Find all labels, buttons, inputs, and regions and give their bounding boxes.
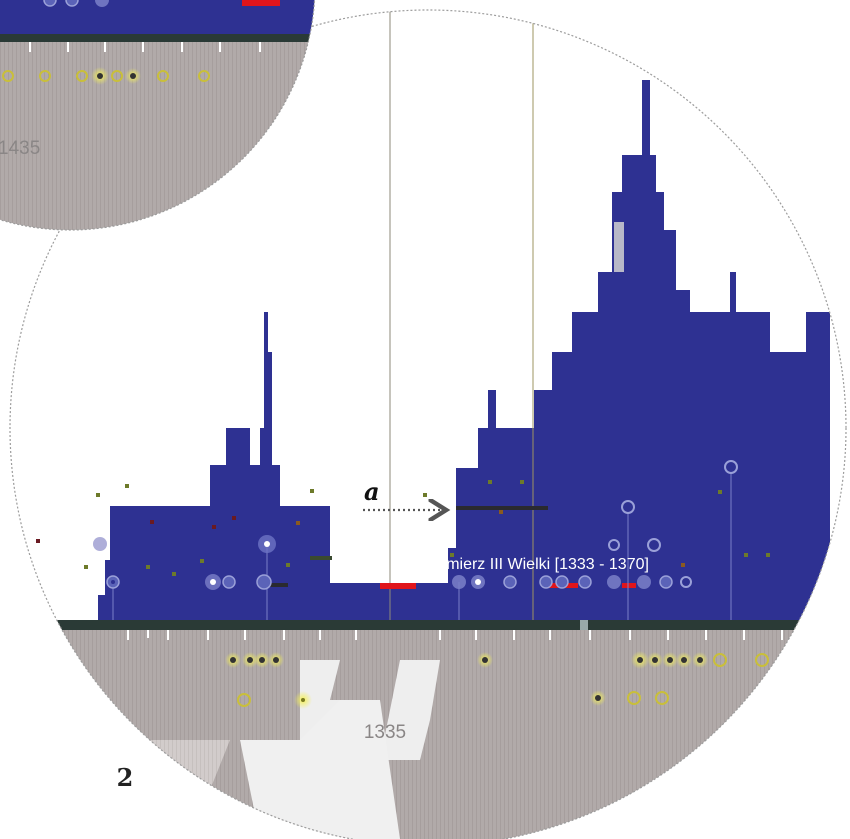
event-node: [503, 575, 517, 589]
yellow-marker: [590, 690, 606, 706]
event-node: [659, 575, 673, 589]
event-node: [93, 537, 107, 551]
yellow-marker: [692, 652, 708, 668]
yellow-marker: [268, 652, 284, 668]
yellow-marker: [242, 652, 258, 668]
inset-ruler-year-label: 1435: [0, 138, 40, 159]
main-lens-border: [9, 9, 847, 839]
event-nodes[interactable]: [93, 460, 738, 620]
event-node: [205, 574, 221, 590]
yellow-marker: [198, 70, 210, 82]
event-node: [471, 575, 485, 589]
yellow-marker: [254, 652, 270, 668]
panel-number: 2: [117, 763, 134, 792]
yellow-marker: [76, 70, 88, 82]
inset-lens-border: [0, 0, 316, 231]
event-node: [539, 575, 553, 589]
inset-ruler-ticks: [29, 42, 261, 52]
event-node: [452, 575, 466, 620]
yellow-marker: [713, 653, 727, 667]
event-node: [608, 539, 620, 551]
yellow-marker: [2, 70, 14, 82]
data-points: [36, 480, 770, 576]
red-event-marker[interactable]: [380, 583, 416, 589]
red-event-marker[interactable]: [622, 583, 636, 588]
timeline-light-patch: [380, 660, 440, 760]
reign-bar[interactable]: [262, 583, 288, 587]
inset-magnifier[interactable]: 1435: [0, 0, 400, 300]
inset-ruler: [0, 34, 315, 42]
ruler-marker: [580, 620, 588, 630]
yellow-marker: [655, 691, 669, 705]
timeline-markers[interactable]: [225, 651, 769, 709]
ruler-ticks: [127, 630, 783, 640]
event-node: [724, 460, 738, 620]
time-ruler: [10, 620, 846, 630]
event-node: [222, 575, 236, 589]
event-node: [647, 538, 661, 552]
histogram-gap: [614, 222, 624, 272]
yellow-marker: [647, 652, 663, 668]
reign-bar[interactable]: [310, 556, 332, 560]
yellow-marker: [294, 691, 312, 709]
event-node: [578, 575, 592, 589]
ruler-tooltip: Kazimierz III Wielki [1333 - 1370]: [415, 556, 649, 573]
histogram-bars: [98, 80, 830, 620]
yellow-marker: [225, 652, 241, 668]
yellow-marker: [39, 70, 51, 82]
yellow-marker: [237, 693, 251, 707]
yellow-marker: [631, 651, 649, 669]
yellow-marker: [627, 691, 641, 705]
timeline-light-patch: [240, 700, 400, 839]
event-node: [680, 576, 692, 588]
event-node: [621, 500, 635, 620]
yellow-marker: [676, 652, 692, 668]
event-node: [256, 574, 272, 590]
inset-red-marker[interactable]: [242, 0, 280, 6]
ruler-year-label: 1335: [364, 722, 406, 743]
yellow-marker: [755, 653, 769, 667]
inset-event-nodes[interactable]: [43, 0, 109, 7]
yellow-marker: [662, 652, 678, 668]
yellow-marker: [111, 70, 123, 82]
inset-markers[interactable]: [2, 67, 210, 85]
event-node: [555, 575, 569, 589]
yellow-marker: [157, 70, 169, 82]
yellow-marker: [91, 67, 109, 85]
yellow-marker: [125, 68, 141, 84]
annotation-letter: a: [364, 477, 380, 506]
yellow-marker: [477, 652, 493, 668]
event-node: [106, 575, 120, 620]
event-node: [637, 575, 651, 589]
event-node: [607, 575, 621, 589]
reign-bar[interactable]: [456, 506, 548, 510]
